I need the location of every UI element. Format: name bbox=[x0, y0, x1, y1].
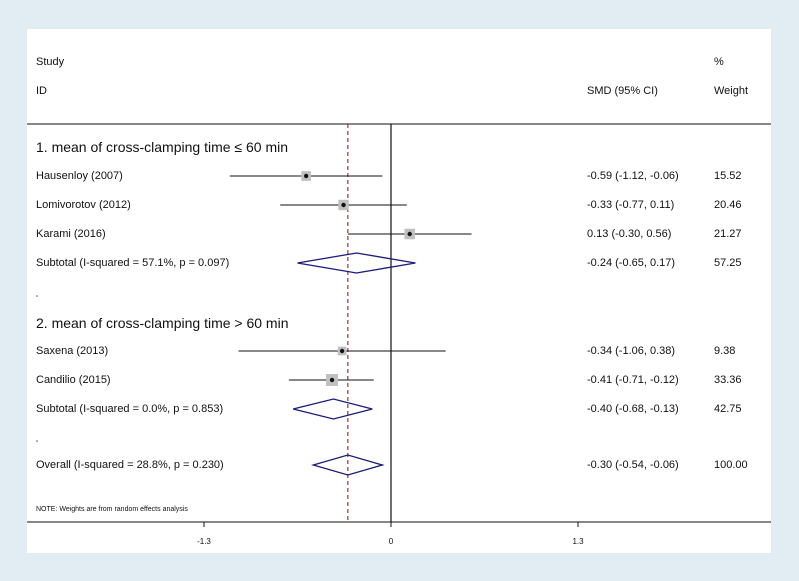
plot-panel bbox=[27, 29, 771, 553]
x-axis-ticks: -1.3 0 1.3 bbox=[197, 522, 584, 546]
point-estimate bbox=[407, 231, 412, 237]
weight-text: 15.52 bbox=[714, 170, 742, 182]
group-2-label: 2. mean of cross-clamping time > 60 min bbox=[36, 315, 289, 331]
header-weight: Weight bbox=[714, 85, 748, 97]
x-tick-label: 1.3 bbox=[572, 537, 584, 546]
point-estimate bbox=[303, 173, 309, 179]
group-1-label: 1. mean of cross-clamping time ≤ 60 min bbox=[36, 139, 288, 155]
header-percent: % bbox=[714, 56, 724, 68]
ci-text: -0.30 (-0.54, -0.06) bbox=[587, 459, 679, 471]
weight-text: 33.36 bbox=[714, 374, 742, 386]
header-id: ID bbox=[36, 85, 47, 97]
subtotal-label: Subtotal (I-squared = 0.0%, p = 0.853) bbox=[36, 403, 223, 415]
study-label: Candilio (2015) bbox=[36, 374, 111, 386]
point-estimate bbox=[339, 348, 345, 354]
study-label: Lomivorotov (2012) bbox=[36, 199, 131, 211]
separator-dot bbox=[36, 440, 38, 442]
plot-marks bbox=[229, 124, 472, 522]
subtotal-diamond bbox=[293, 398, 373, 420]
weight-text: 9.38 bbox=[714, 345, 735, 357]
point-estimate bbox=[341, 202, 346, 208]
subtotal-label: Subtotal (I-squared = 57.1%, p = 0.097) bbox=[36, 257, 229, 269]
note-text: NOTE: Weights are from random effects an… bbox=[36, 506, 188, 513]
weight-text: 57.25 bbox=[714, 257, 742, 269]
point-estimate bbox=[329, 377, 335, 383]
ci-text: -0.24 (-0.65, 0.17) bbox=[587, 257, 675, 269]
x-tick-label: 0 bbox=[389, 537, 394, 546]
weight-text: 21.27 bbox=[714, 228, 742, 240]
overall-diamond bbox=[310, 454, 385, 476]
overall-label: Overall (I-squared = 28.8%, p = 0.230) bbox=[36, 459, 224, 471]
x-tick-label: -1.3 bbox=[197, 537, 211, 546]
header-smd: SMD (95% CI) bbox=[587, 85, 658, 97]
ci-text: -0.33 (-0.77, 0.11) bbox=[587, 199, 674, 211]
ci-text: -0.59 (-1.12, -0.06) bbox=[587, 170, 679, 182]
ci-text: -0.41 (-0.71, -0.12) bbox=[587, 374, 679, 386]
weight-text: 100.00 bbox=[714, 459, 748, 471]
study-label: Karami (2016) bbox=[36, 228, 106, 240]
ci-text: 0.13 (-0.30, 0.56) bbox=[587, 228, 671, 240]
ci-text: -0.40 (-0.68, -0.13) bbox=[587, 403, 679, 415]
study-label: Hausenloy (2007) bbox=[36, 170, 123, 182]
separator-dot bbox=[36, 295, 38, 297]
ci-text: -0.34 (-1.06, 0.38) bbox=[587, 345, 675, 357]
header-study: Study bbox=[36, 56, 65, 68]
weight-text: 20.46 bbox=[714, 199, 742, 211]
weight-text: 42.75 bbox=[714, 403, 742, 415]
subtotal-diamond bbox=[297, 252, 416, 274]
study-label: Saxena (2013) bbox=[36, 345, 108, 357]
